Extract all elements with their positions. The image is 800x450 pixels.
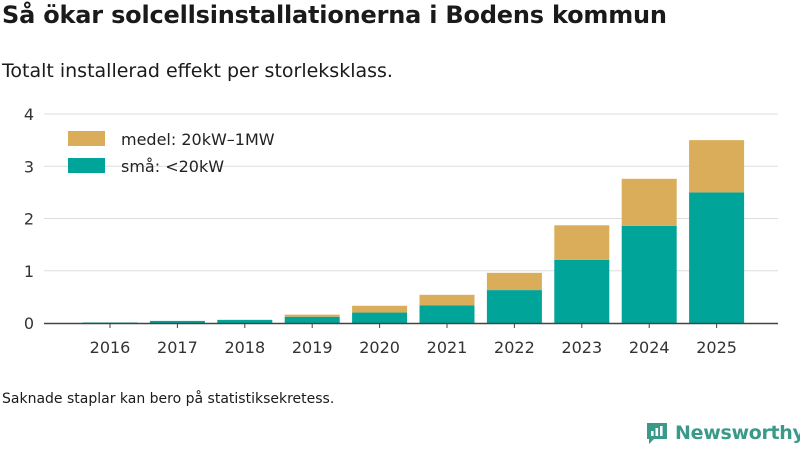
bar-segment bbox=[352, 312, 408, 323]
bar-segment bbox=[82, 322, 138, 323]
newsworthy-icon bbox=[647, 423, 667, 444]
legend-swatch bbox=[68, 158, 105, 173]
bar-segment bbox=[486, 290, 542, 323]
x-axis: 2016 2017 2018 2019 2020 2021 2022 2023 2024 2025 bbox=[44, 322, 778, 357]
bar-segment bbox=[554, 225, 610, 260]
legend-swatch bbox=[68, 131, 105, 146]
chart-title: Så ökar solcellsinstallationerna i Boden… bbox=[2, 1, 667, 29]
x-tick-label: 2020 bbox=[359, 338, 400, 357]
y-tick-label: 1 bbox=[24, 262, 34, 281]
bar-segment bbox=[621, 178, 677, 226]
bar-segment bbox=[352, 305, 408, 313]
y-tick-label: 4 bbox=[24, 105, 34, 124]
x-tick-label: 2017 bbox=[157, 338, 198, 357]
bar-segment bbox=[217, 319, 273, 323]
bar-segment bbox=[149, 320, 205, 323]
x-tick-label: 2016 bbox=[90, 338, 131, 357]
bar-segment bbox=[621, 225, 677, 323]
y-tick-label: 3 bbox=[24, 157, 34, 176]
x-tick-label: 2018 bbox=[224, 338, 265, 357]
bar-segment bbox=[419, 294, 475, 306]
bar-segment bbox=[284, 316, 340, 323]
legend-label: medel: 20kW–1MW bbox=[121, 130, 275, 149]
bar-segment bbox=[689, 140, 745, 193]
x-tick-label: 2025 bbox=[696, 338, 737, 357]
footnote: Saknade staplar kan bero på statistiksek… bbox=[2, 391, 335, 407]
x-tick-label: 2022 bbox=[494, 338, 535, 357]
brand-logo: Newsworthy bbox=[645, 420, 800, 446]
bar-segment bbox=[554, 259, 610, 323]
brand-name: Newsworthy bbox=[675, 422, 800, 444]
bar-segment bbox=[419, 305, 475, 323]
y-tick-label: 0 bbox=[24, 314, 34, 333]
bars bbox=[82, 140, 745, 323]
x-tick-label: 2024 bbox=[629, 338, 670, 357]
y-tick-label: 2 bbox=[24, 210, 34, 229]
gridlines: 0 1 2 3 4 bbox=[24, 105, 778, 333]
legend: medel: 20kW–1MW små: <20kW bbox=[68, 130, 275, 176]
bar-segment bbox=[284, 314, 340, 317]
x-tick-label: 2023 bbox=[561, 338, 602, 357]
x-tick-label: 2021 bbox=[427, 338, 468, 357]
chart-subtitle: Totalt installerad effekt per storlekskl… bbox=[2, 60, 393, 82]
legend-label: små: <20kW bbox=[121, 157, 224, 176]
x-tick-label: 2019 bbox=[292, 338, 333, 357]
bar-segment bbox=[486, 272, 542, 291]
bar-segment bbox=[689, 192, 745, 323]
